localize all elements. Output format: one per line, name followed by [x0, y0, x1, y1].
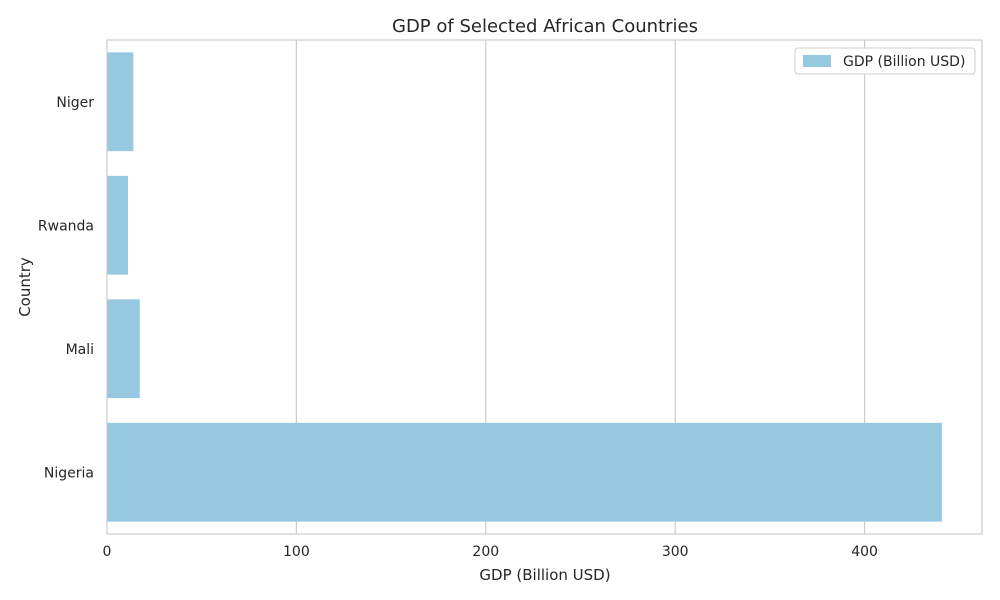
bar-nigeria [107, 422, 942, 522]
legend-box [794, 47, 976, 75]
bars [107, 52, 942, 522]
bar-rwanda [107, 175, 129, 275]
bar-niger [107, 52, 134, 152]
legend: GDP (Billion USD) [794, 47, 976, 75]
y-tick-label-mali: Mali [66, 342, 94, 358]
y-axis-title: Country [16, 257, 34, 317]
x-axis-title: GDP (Billion USD) [479, 566, 610, 584]
y-tick-labels: Niger Rwanda Mali Nigeria [38, 95, 94, 482]
x-tick-labels: 0 100 200 300 400 [103, 544, 878, 560]
y-tick-label-niger: Niger [56, 95, 94, 111]
chart-title: GDP of Selected African Countries [392, 16, 698, 37]
legend-label: GDP (Billion USD) [843, 54, 965, 70]
bar-mali [107, 299, 140, 399]
legend-swatch [803, 55, 831, 67]
plot-frame [106, 39, 983, 535]
x-tick-label: 300 [662, 544, 689, 560]
x-tick-label: 200 [472, 544, 499, 560]
x-tick-label: 0 [103, 544, 112, 560]
x-tick-label: 400 [851, 544, 878, 560]
y-tick-label-rwanda: Rwanda [38, 218, 94, 234]
y-tick-label-nigeria: Nigeria [44, 465, 94, 481]
x-tick-label: 100 [283, 544, 310, 560]
